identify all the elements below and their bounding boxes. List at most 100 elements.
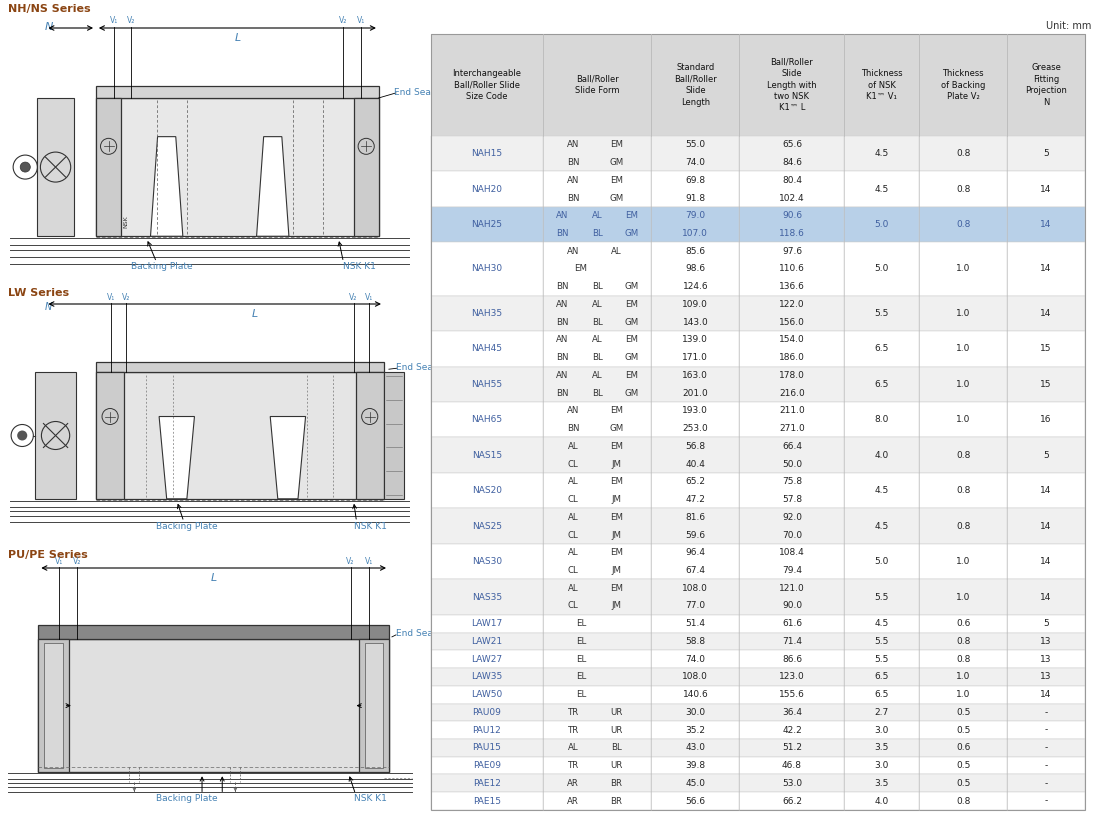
Text: 6.5: 6.5 [875,380,889,389]
Text: NAH65: NAH65 [472,415,503,424]
Text: 2.7: 2.7 [875,708,889,717]
Text: 81.6: 81.6 [685,513,705,522]
Bar [39,639,389,772]
Text: 156.0: 156.0 [779,317,804,326]
Text: 79.0: 79.0 [685,212,705,221]
Text: Backing Plate: Backing Plate [131,262,193,271]
Text: PAE15: PAE15 [473,797,501,806]
Text: BN: BN [557,282,569,291]
Bar [431,366,1085,402]
Text: 3.5: 3.5 [875,779,889,788]
Text: Backing Plate: Backing Plate [156,522,218,531]
Text: V₁: V₁ [54,557,63,566]
Text: 143.0: 143.0 [682,317,709,326]
Text: 65.6: 65.6 [782,140,802,149]
Text: 96.4: 96.4 [685,549,705,558]
Text: 178.0: 178.0 [779,371,804,380]
Bar [431,650,1085,668]
Bar [431,757,1085,774]
Text: 155.6: 155.6 [779,690,804,699]
Text: JM: JM [612,495,622,504]
Text: LAW50: LAW50 [472,690,503,699]
Text: AL: AL [568,513,579,522]
Text: TR: TR [568,725,579,734]
Bar [431,580,1085,615]
Text: 40.4: 40.4 [685,460,705,469]
Text: V₁: V₁ [365,293,372,302]
Text: 14: 14 [1040,265,1051,274]
Text: 171.0: 171.0 [682,353,709,362]
Text: 98.6: 98.6 [685,265,705,274]
Text: EL: EL [575,654,586,663]
Text: AN: AN [568,247,580,256]
Text: 14: 14 [1040,690,1051,699]
Text: V₂: V₂ [339,16,347,25]
Bar [431,632,1085,650]
Bar [39,639,68,772]
Text: 14: 14 [1040,185,1051,194]
Text: 97.6: 97.6 [782,247,802,256]
Text: 13: 13 [1040,654,1051,663]
Text: NAS25: NAS25 [472,522,501,531]
Text: 43.0: 43.0 [685,743,705,752]
Text: 0.5: 0.5 [955,725,970,734]
Text: 5: 5 [1044,619,1049,628]
Text: 271.0: 271.0 [779,424,804,433]
Text: 124.6: 124.6 [682,282,709,291]
Text: 14: 14 [1040,486,1051,495]
Text: 15: 15 [1040,380,1051,389]
Text: 0.8: 0.8 [955,637,970,646]
Text: 5.5: 5.5 [875,637,889,646]
Text: 0.8: 0.8 [955,654,970,663]
Text: 42.2: 42.2 [782,725,802,734]
Text: 92.0: 92.0 [782,513,802,522]
Bar [431,402,1085,437]
Polygon shape [270,417,305,499]
Text: EM: EM [625,371,638,380]
Text: AL: AL [568,442,579,451]
Text: EM: EM [625,212,638,221]
Text: 14: 14 [1040,557,1051,566]
Bar [431,703,1085,721]
Text: 6.5: 6.5 [875,672,889,681]
Text: 51.4: 51.4 [685,619,705,628]
Bar [383,372,404,499]
Text: GM: GM [625,282,639,291]
Text: LAW27: LAW27 [472,654,503,663]
Circle shape [20,162,31,172]
Text: 66.2: 66.2 [782,797,802,806]
Text: EM: EM [611,584,623,593]
Text: JM: JM [612,602,622,610]
Text: -: - [1045,797,1048,806]
Bar [431,509,1085,544]
Text: BN: BN [557,229,569,238]
Text: Unit: mm: Unit: mm [1047,21,1092,31]
Text: UR: UR [611,761,623,770]
Text: EM: EM [611,140,623,149]
Bar [431,739,1085,757]
Text: 0.8: 0.8 [955,149,970,158]
Text: 85.6: 85.6 [685,247,705,256]
Text: Thickness
of Backing
Plate V₂: Thickness of Backing Plate V₂ [941,69,985,101]
Bar [431,792,1085,810]
Text: BN: BN [568,158,580,167]
Text: EL: EL [575,619,586,628]
Text: NAH30: NAH30 [472,265,503,274]
Text: N: N [45,302,52,312]
Text: PAU09: PAU09 [473,708,501,717]
Text: 4.5: 4.5 [875,619,889,628]
Text: End Seal: End Seal [396,363,435,372]
Text: Thickness
of NSK
K1™ V₁: Thickness of NSK K1™ V₁ [861,69,903,101]
Text: NAS30: NAS30 [472,557,503,566]
Text: L: L [252,309,258,319]
Text: 36.4: 36.4 [782,708,802,717]
Text: 1.0: 1.0 [955,593,970,602]
Text: 0.6: 0.6 [955,743,970,752]
Text: Grease
Fitting
Projection
N: Grease Fitting Projection N [1025,63,1067,107]
Text: 0.5: 0.5 [955,779,970,788]
Text: 4.0: 4.0 [875,797,889,806]
Text: 0.8: 0.8 [955,220,970,229]
Text: NAH35: NAH35 [472,309,503,317]
Text: L: L [210,573,217,583]
Text: LAW35: LAW35 [472,672,503,681]
